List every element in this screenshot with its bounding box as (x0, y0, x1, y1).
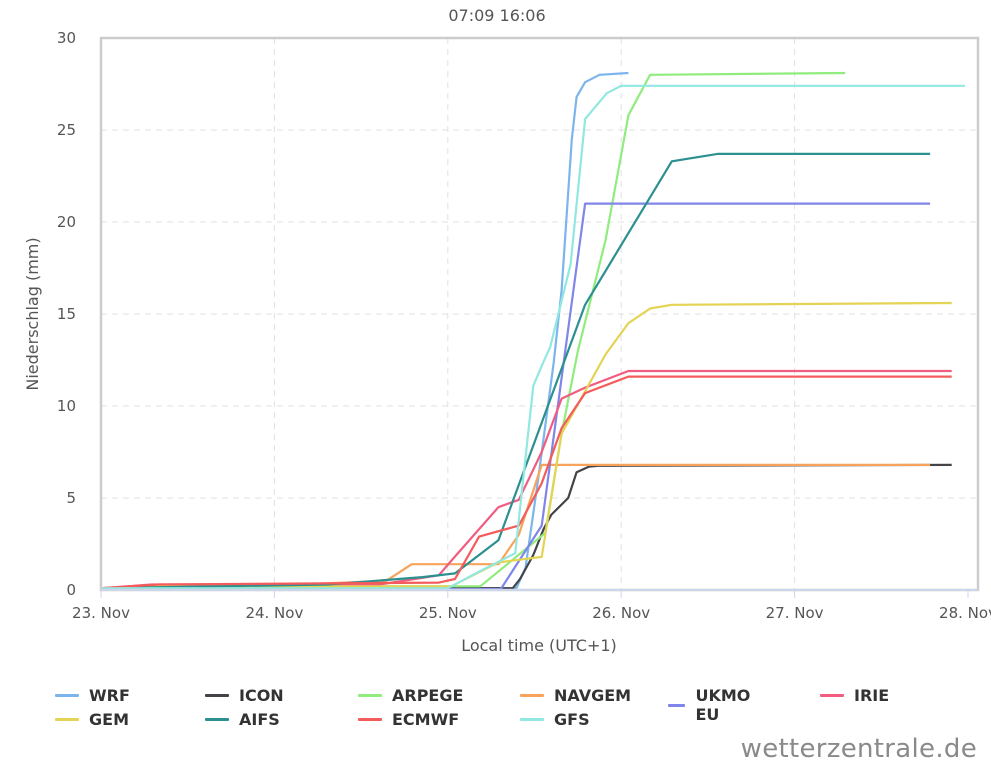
legend-marker (820, 694, 844, 697)
series-line-icon[interactable] (108, 463, 952, 590)
chart-title: 07:09 16:06 (448, 6, 545, 25)
y-tick-label: 5 (66, 489, 76, 507)
x-tick-label: 28. Nov (939, 604, 991, 622)
series-line-arpege[interactable] (129, 71, 846, 588)
legend-label: NAVGEM (554, 686, 632, 705)
legend-marker (520, 694, 544, 697)
legend-label: IRIE (854, 686, 890, 705)
series-lines (100, 71, 965, 591)
series-line-gfs[interactable] (101, 84, 965, 590)
legend-label: GFS (554, 710, 590, 729)
legend-item-icon[interactable]: ICON (205, 686, 284, 705)
y-tick-label: 20 (57, 213, 76, 231)
legend-label: UKMO EU (695, 686, 751, 724)
series-line-gem[interactable] (129, 301, 952, 588)
x-tick-label: 27. Nov (766, 604, 824, 622)
axes: 0 5 10 15 20 25 30 23. Nov 24. Nov 25. Nov 26. Nov… (57, 29, 991, 622)
legend-item-arpege[interactable]: ARPEGE (358, 686, 463, 705)
grid (101, 38, 978, 590)
legend-label: WRF (89, 686, 130, 705)
y-tick-label: 10 (57, 397, 76, 415)
legend-item-aifs[interactable]: AIFS (205, 710, 280, 729)
y-tick-label: 30 (57, 29, 76, 47)
legend-label: ECMWF (392, 710, 460, 729)
x-tick-label: 25. Nov (419, 604, 477, 622)
watermark: wetterzentrale.de (740, 734, 977, 764)
x-tick-label: 24. Nov (245, 604, 303, 622)
series-line-ukmo-eu[interactable] (101, 202, 931, 591)
legend-item-ukmo-eu[interactable]: UKMO EU (668, 686, 757, 724)
y-axis-label: Niederschlag (mm) (23, 237, 42, 390)
legend-item-ecmwf[interactable]: ECMWF (358, 710, 459, 729)
legend-item-irie[interactable]: IRIE (820, 686, 889, 705)
legend-marker (205, 694, 229, 697)
series-line-aifs[interactable] (100, 152, 931, 590)
legend-label: AIFS (239, 710, 280, 729)
legend-label: ICON (239, 686, 284, 705)
legend-marker (358, 694, 382, 697)
y-tick-label: 25 (57, 121, 76, 139)
legend-marker (205, 718, 229, 721)
x-tick-label: 23. Nov (72, 604, 130, 622)
plot-frame (99, 36, 980, 592)
legend-item-gfs[interactable]: GFS (520, 710, 590, 729)
legend-marker (520, 718, 544, 721)
legend-item-wrf[interactable]: WRF (55, 686, 130, 705)
legend-marker (358, 718, 382, 721)
legend-label: ARPEGE (392, 686, 464, 705)
series-line-wrf[interactable] (108, 71, 629, 590)
legend-item-navgem[interactable]: NAVGEM (520, 686, 631, 705)
legend-marker (55, 694, 79, 697)
x-tick-label: 26. Nov (592, 604, 650, 622)
legend-label: GEM (89, 710, 129, 729)
y-tick-label: 15 (57, 305, 76, 323)
x-axis-label: Local time (UTC+1) (461, 636, 617, 655)
legend-marker (55, 718, 79, 721)
y-tick-label: 0 (66, 581, 76, 599)
legend-item-gem[interactable]: GEM (55, 710, 129, 729)
legend-marker (668, 703, 686, 707)
